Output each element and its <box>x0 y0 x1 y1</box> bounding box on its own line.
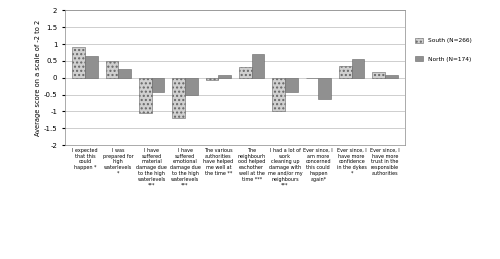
Bar <box>352 59 364 78</box>
Bar <box>239 67 252 78</box>
Y-axis label: Average score on a scale of -2 to 2: Average score on a scale of -2 to 2 <box>35 20 41 136</box>
Bar <box>385 75 398 78</box>
Bar <box>118 69 131 78</box>
Bar <box>372 72 385 78</box>
Bar <box>172 78 185 118</box>
Bar <box>85 56 98 78</box>
Bar <box>339 66 351 78</box>
Legend: South (N=266), North (N=174): South (N=266), North (N=174) <box>414 38 472 62</box>
Bar <box>139 78 151 113</box>
Bar <box>318 78 331 99</box>
Bar <box>106 61 118 78</box>
Bar <box>72 47 85 78</box>
Bar <box>185 78 198 95</box>
Bar <box>206 78 218 80</box>
Bar <box>152 78 164 92</box>
Bar <box>285 78 298 92</box>
Bar <box>272 78 285 111</box>
Bar <box>252 54 264 78</box>
Bar <box>218 75 231 78</box>
